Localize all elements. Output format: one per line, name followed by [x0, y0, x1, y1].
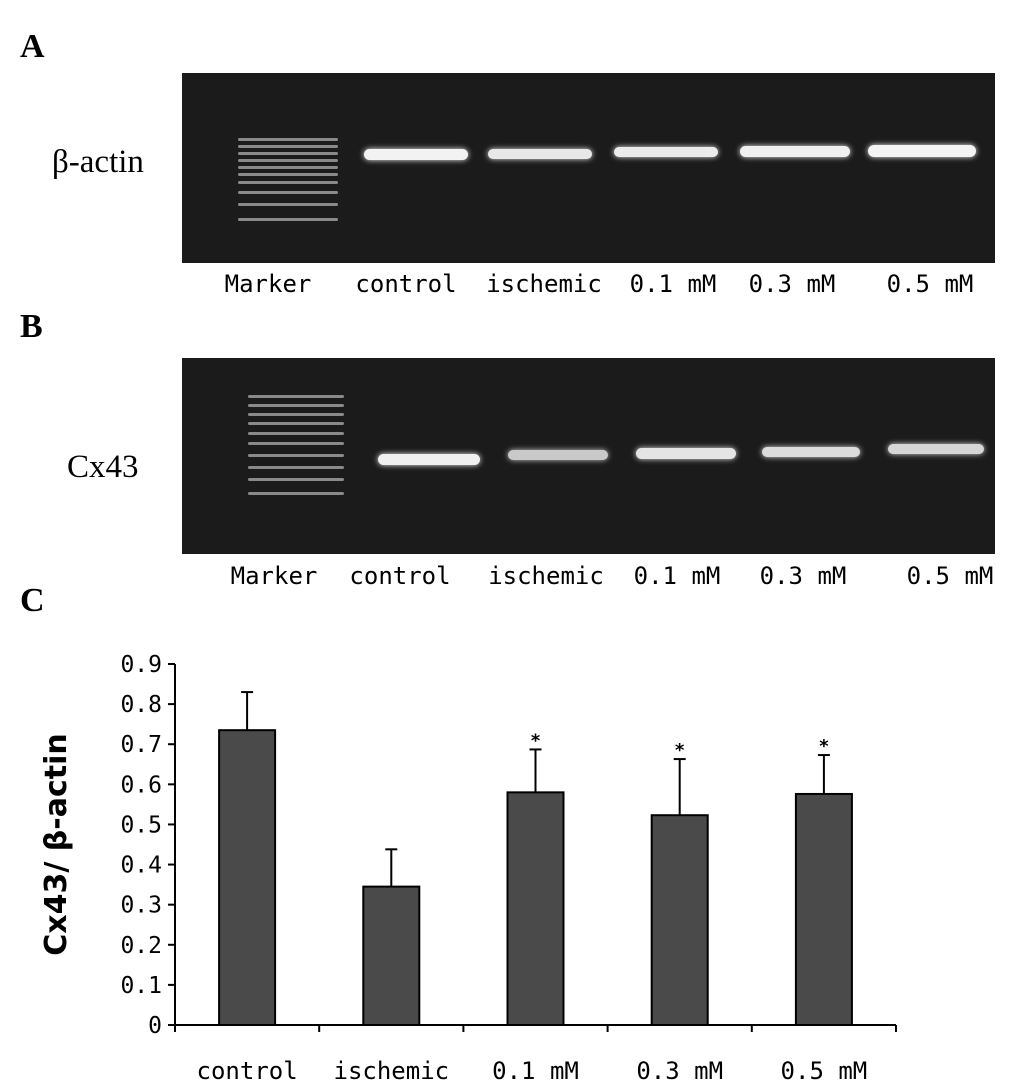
lane-label: 0.5 mM: [906, 562, 994, 590]
lane-label: Marker: [224, 270, 312, 298]
gel-band: [888, 444, 984, 454]
beta-actin-label: β-actin: [52, 144, 144, 180]
marker-ladder-band: [238, 166, 338, 169]
marker-ladder-band: [248, 478, 344, 481]
panel-c-letter: C: [20, 582, 45, 619]
lane-label: ischemic: [488, 562, 604, 590]
bar: [506, 791, 565, 1026]
marker-ladder-band: [238, 218, 338, 221]
lane-label: 0.3 mM: [759, 562, 847, 590]
significance-marker: *: [674, 740, 685, 761]
lane-label: 0.3 mM: [748, 270, 836, 298]
y-tick-label: 0.4: [120, 853, 162, 879]
gel-band: [868, 145, 976, 157]
marker-ladder-band: [238, 145, 338, 148]
gel-band: [740, 146, 850, 157]
y-tick-label: 0: [148, 1013, 162, 1039]
lane-label: 0.1 mM: [633, 562, 721, 590]
y-tick-label: 0.1: [120, 973, 162, 999]
y-tick-label: 0.9: [120, 652, 162, 678]
gel-band: [488, 149, 592, 159]
marker-ladder-band: [238, 152, 338, 155]
y-tick-label: 0.8: [120, 692, 162, 718]
y-tick-label: 0.2: [120, 933, 162, 959]
marker-ladder-band: [248, 413, 344, 416]
marker-ladder-band: [248, 442, 344, 445]
marker-ladder-band: [238, 138, 338, 141]
y-tick-label: 0.6: [120, 772, 162, 798]
significance-marker: *: [818, 736, 829, 757]
gel-band: [762, 447, 860, 457]
lane-label: control: [355, 270, 457, 298]
x-tick-label: 0.1 mM: [492, 1057, 579, 1085]
x-tick-label: 0.5 mM: [781, 1057, 868, 1085]
marker-ladder-band: [238, 159, 338, 162]
marker-ladder-band: [248, 395, 344, 398]
y-axis-title: Cx43/ β-actin: [39, 733, 74, 955]
lane-label: Marker: [230, 562, 318, 590]
gel-band: [364, 149, 468, 160]
x-tick-label: ischemic: [334, 1057, 450, 1085]
bar: [362, 885, 421, 1026]
cx43-label: Cx43: [67, 449, 139, 485]
marker-ladder-band: [248, 422, 344, 425]
bar: [218, 729, 277, 1027]
x-tick-label: 0.3 mM: [636, 1057, 723, 1085]
marker-ladder-band: [238, 181, 338, 184]
bar: [794, 792, 853, 1026]
marker-ladder-band: [248, 432, 344, 435]
y-tick-label: 0.5: [120, 812, 162, 838]
lane-label: 0.1 mM: [629, 270, 717, 298]
x-tick-label: control: [197, 1057, 298, 1085]
panel-a-letter: A: [20, 28, 45, 65]
y-tick-label: 0.7: [120, 732, 162, 758]
gel-band: [378, 454, 480, 465]
lane-label: control: [349, 562, 451, 590]
significance-marker: *: [530, 730, 541, 751]
lane-label: ischemic: [486, 270, 602, 298]
marker-ladder-band: [248, 466, 344, 469]
panel-b-letter: B: [20, 308, 43, 345]
beta-actin-gel-image: [182, 73, 995, 263]
marker-ladder-band: [248, 492, 344, 495]
marker-ladder-band: [238, 203, 338, 206]
cx43-bar-chart: 0 0.1 0.2 0.3 0.4 0.5 0.6 0.7 0.8 0.9 control ische…: [39, 652, 897, 1085]
y-tick-label: 0.3: [120, 893, 162, 919]
lane-label: 0.5 mM: [886, 270, 974, 298]
marker-ladder-band: [248, 454, 344, 457]
marker-ladder-band: [238, 191, 338, 194]
marker-ladder-band: [248, 404, 344, 407]
marker-ladder-band: [238, 173, 338, 176]
cx43-gel-image: [182, 358, 995, 554]
gel-band: [614, 147, 718, 157]
gel-band: [508, 450, 608, 460]
bar: [650, 814, 709, 1026]
gel-band: [636, 448, 736, 459]
